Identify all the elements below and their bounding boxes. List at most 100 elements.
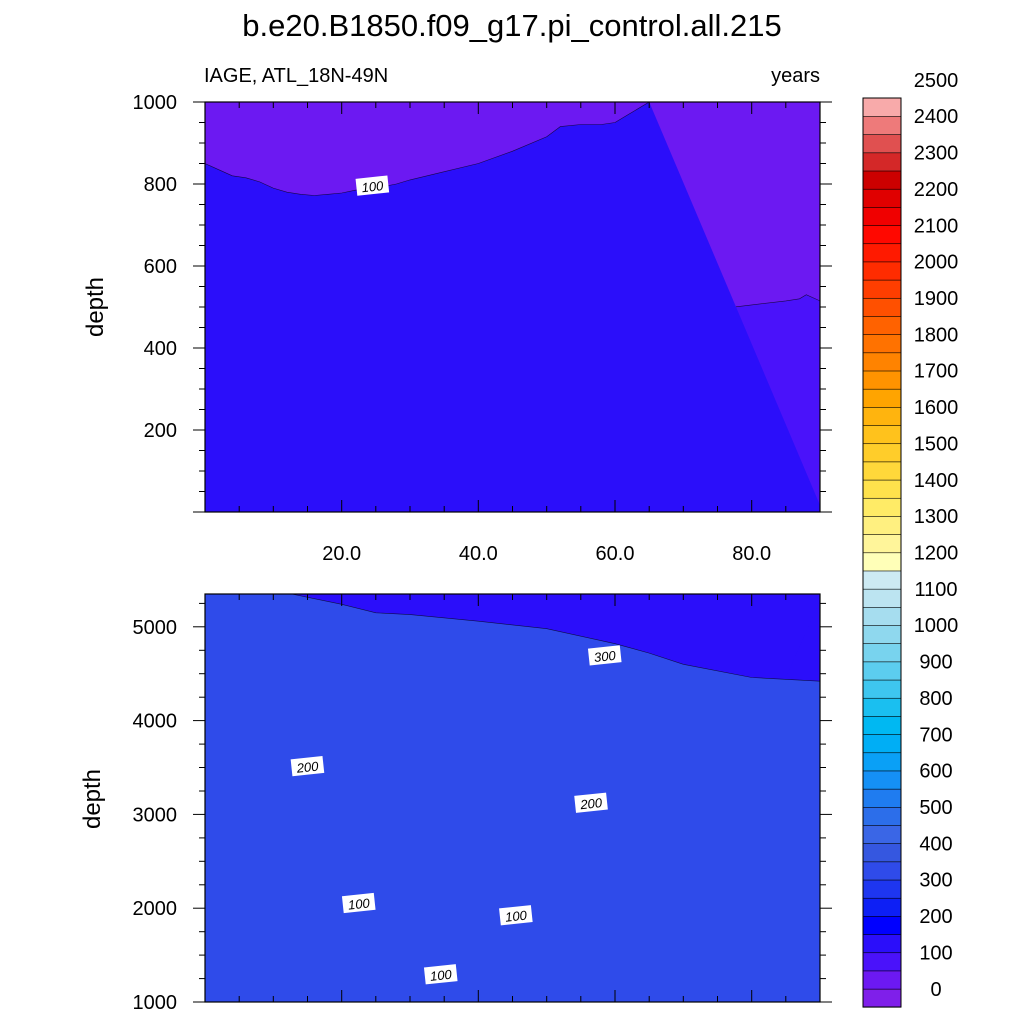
left-subtitle: IAGE, ATL_18N-49N xyxy=(204,65,388,87)
lower-contour-label: 100 xyxy=(341,892,376,914)
upper-y-tick-label: 400 xyxy=(144,338,177,360)
colorbar-swatch xyxy=(862,643,902,663)
colorbar-swatch xyxy=(862,606,902,626)
colorbar-swatch xyxy=(862,297,902,317)
lower-contour-label-text: 300 xyxy=(593,648,617,665)
colorbar-swatch xyxy=(862,861,902,881)
colorbar-swatch xyxy=(862,97,902,117)
colorbar-label: 1200 xyxy=(914,543,959,565)
colorbar-label: 300 xyxy=(919,870,952,892)
colorbar-swatch xyxy=(862,624,902,644)
colorbar-swatch xyxy=(862,933,902,954)
lower-contour-label-box xyxy=(290,755,325,777)
colorbar-label: 2300 xyxy=(914,143,959,165)
colorbar-swatch xyxy=(862,588,902,608)
colorbar-frame xyxy=(862,97,902,1008)
lower-contour-label-text: 200 xyxy=(579,795,604,812)
colorbar-label: 2100 xyxy=(914,215,959,237)
colorbar-label: 400 xyxy=(919,833,952,855)
colorbar-label: 800 xyxy=(919,688,952,710)
upper-panel: 20.0 40.0 60.0 80.0 200 400 600 800 1000 100 xyxy=(133,92,832,565)
colorbar-swatch xyxy=(862,661,902,681)
colorbar-swatch xyxy=(862,443,902,463)
upper-contour-label-text: 100 xyxy=(361,178,385,195)
colorbar-swatch xyxy=(862,570,902,590)
upper-x-tick-label: 40.0 xyxy=(459,543,498,565)
lower-contour-label: 200 xyxy=(290,755,325,777)
colorbar-swatch xyxy=(862,388,902,408)
colorbar: 0 100 200 300 400 500 600 700 800 900 1000 1100 1200… xyxy=(862,70,959,1008)
colorbar-swatch xyxy=(862,424,902,445)
lower-y-tick-label: 4000 xyxy=(133,711,178,733)
upper-x-tick-label: 80.0 xyxy=(732,543,771,565)
upper-y-tick-label: 1000 xyxy=(133,92,178,114)
colorbar-swatch xyxy=(862,715,902,735)
upper-y-tick-label: 200 xyxy=(144,420,177,442)
colorbar-label: 1500 xyxy=(914,433,959,455)
colorbar-swatch xyxy=(862,988,902,1008)
colorbar-swatch xyxy=(862,261,902,281)
lower-y-tick-label: 5000 xyxy=(133,617,178,639)
lower-contour-label-text: 100 xyxy=(504,908,528,925)
lower-contour-label-text: 100 xyxy=(347,895,371,912)
upper-x-tick-label: 60.0 xyxy=(596,543,635,565)
lower-y-tick-label: 1000 xyxy=(133,992,178,1014)
colorbar-label: 2500 xyxy=(914,70,959,92)
colorbar-swatch xyxy=(862,806,902,826)
colorbar-label: 2400 xyxy=(914,106,959,128)
colorbar-swatch xyxy=(862,224,902,245)
colorbar-swatch xyxy=(862,206,902,226)
colorbar-label: 0 xyxy=(930,979,941,1001)
lower-y-axis-label: depth xyxy=(79,769,106,829)
colorbar-swatch xyxy=(862,352,902,372)
colorbar-swatch xyxy=(862,970,902,990)
colorbar-swatch xyxy=(862,733,902,754)
colorbar-swatch xyxy=(862,370,902,390)
colorbar-swatch xyxy=(862,879,902,899)
colorbar-swatch xyxy=(862,952,902,972)
lower-contour-label-text: 100 xyxy=(429,967,453,984)
colorbar-swatch xyxy=(862,534,902,554)
colorbar-swatch xyxy=(862,552,902,572)
colorbar-swatch xyxy=(862,679,902,699)
colorbar-label: 2200 xyxy=(914,179,959,201)
colorbar-label: 1100 xyxy=(914,579,957,601)
chart-title: b.e20.B1850.f09_g17.pi_control.all.215 xyxy=(242,8,782,43)
colorbar-swatch xyxy=(862,115,902,135)
lower-contour-label-box xyxy=(499,905,533,926)
lower-contour-label: 100 xyxy=(499,905,533,926)
colorbar-swatch xyxy=(862,843,902,863)
colorbar-swatch xyxy=(862,479,902,499)
colorbar-swatch xyxy=(862,188,902,208)
colorbar-swatch xyxy=(862,243,902,263)
colorbar-swatch xyxy=(862,915,902,935)
colorbar-label: 1800 xyxy=(914,324,959,346)
colorbar-label: 700 xyxy=(919,724,952,746)
colorbar-label: 1700 xyxy=(914,361,959,383)
upper-contour-label-box xyxy=(355,175,390,196)
colorbar-swatch xyxy=(862,134,902,154)
lower-contour-label-box xyxy=(423,964,458,985)
upper-contour-region-100-150 xyxy=(205,102,820,512)
lower-contour-label-box xyxy=(341,892,376,914)
colorbar-swatch xyxy=(862,334,902,354)
lower-contour-label-box xyxy=(574,792,608,813)
colorbar-swatch xyxy=(862,152,902,172)
lower-y-tick-label: 3000 xyxy=(133,804,178,826)
colorbar-label: 100 xyxy=(919,943,952,965)
lower-contour-line-300 xyxy=(290,594,820,682)
colorbar-swatch xyxy=(862,515,902,535)
colorbar-swatch xyxy=(862,315,902,335)
colorbar-label: 1300 xyxy=(914,506,959,528)
lower-contour-label: 300 xyxy=(587,645,622,666)
colorbar-label: 1000 xyxy=(914,615,959,637)
lower-contour-label: 100 xyxy=(423,964,458,985)
lower-contour-label-text: 200 xyxy=(295,758,320,775)
colorbar-swatch xyxy=(862,697,902,717)
upper-contour-label: 100 xyxy=(355,175,390,196)
colorbar-label: 500 xyxy=(919,797,952,819)
colorbar-label: 1600 xyxy=(914,397,959,419)
lower-contour-label-box xyxy=(587,645,622,666)
colorbar-label: 600 xyxy=(919,761,952,783)
